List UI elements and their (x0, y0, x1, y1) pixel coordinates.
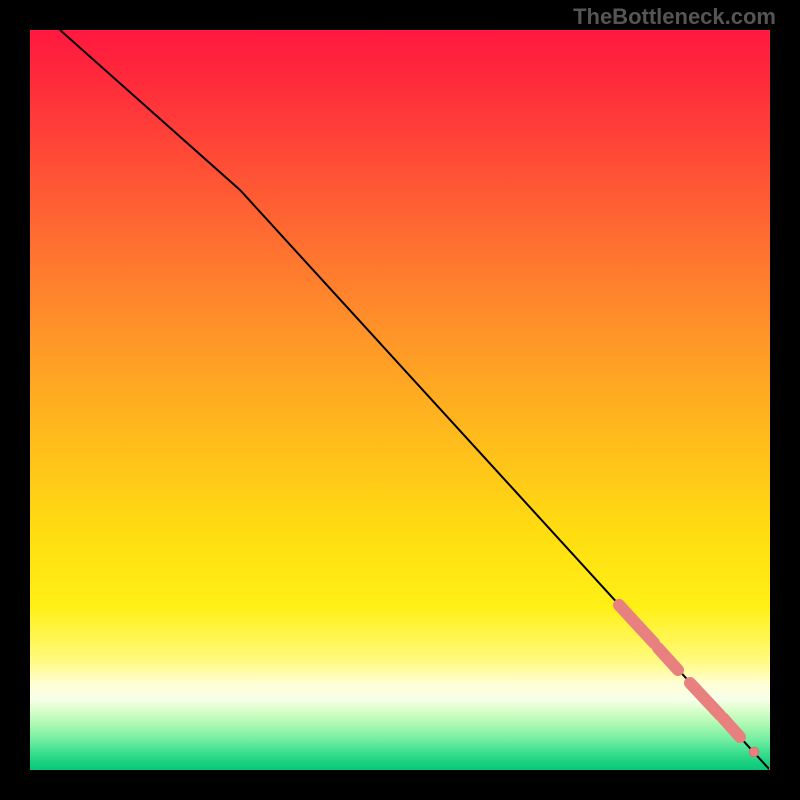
chart-background (30, 30, 770, 770)
watermark-text: TheBottleneck.com (573, 4, 776, 30)
chart-svg (30, 30, 770, 770)
chart-container: TheBottleneck.com (0, 0, 800, 800)
plot-area (30, 30, 770, 770)
marker-dot (749, 747, 759, 757)
